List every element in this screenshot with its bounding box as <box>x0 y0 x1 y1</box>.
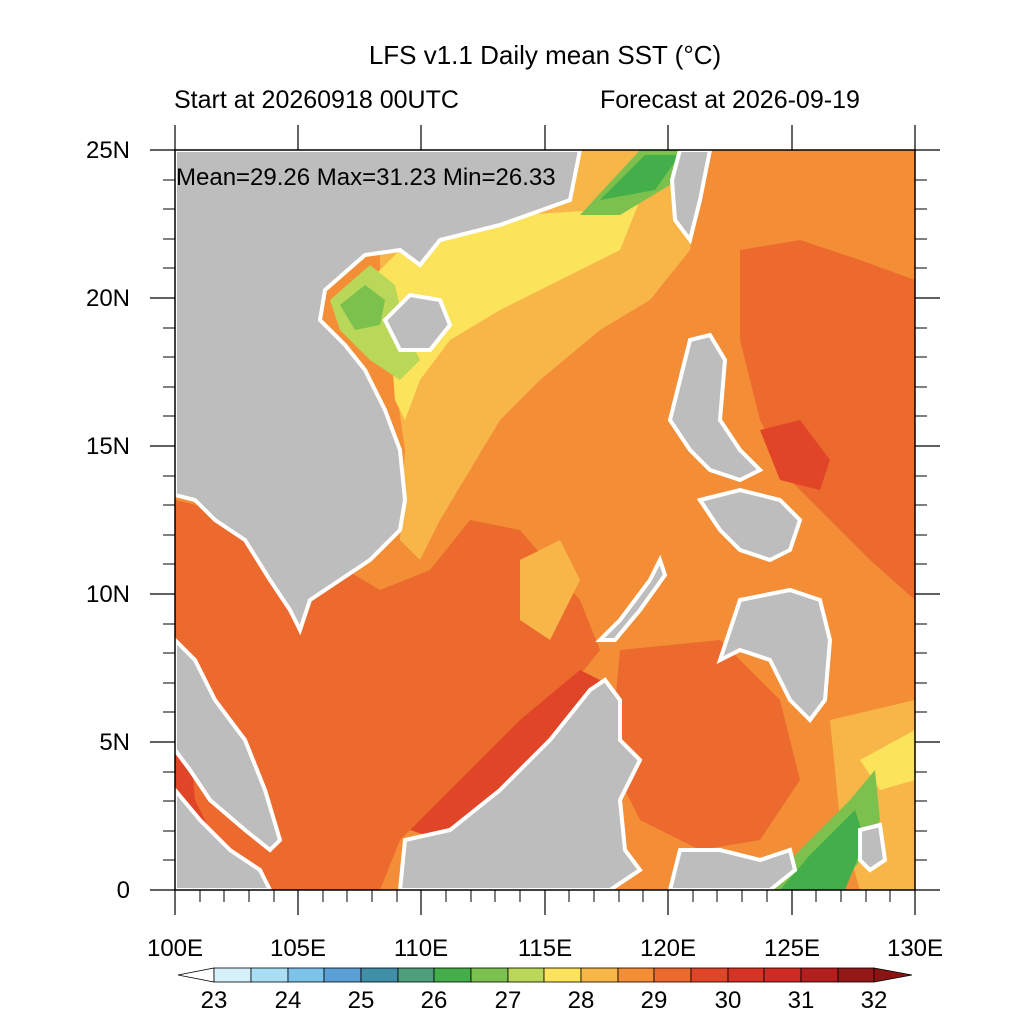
map-title: LFS v1.1 Daily mean SST (°C) <box>368 40 722 70</box>
lat-label-10n: 10N <box>86 581 130 608</box>
land-indochina <box>175 150 583 636</box>
colorbar <box>177 967 913 983</box>
axis-ticks <box>150 125 940 915</box>
colorbar-bin <box>470 967 509 983</box>
lon-label-130e: 130E <box>887 935 943 962</box>
land-visayas <box>696 487 803 563</box>
lat-label-0: 0 <box>117 877 130 904</box>
colorbar-bin <box>323 967 362 983</box>
colorbar-high-arrow <box>873 967 913 983</box>
colorbar-label: 28 <box>568 987 595 1014</box>
sst-27-taiwan-strait <box>600 155 680 200</box>
colorbar-label: 30 <box>715 987 742 1014</box>
lon-label-105e: 105E <box>270 935 326 962</box>
colorbar-bin <box>727 967 765 983</box>
sst-26-halmahera <box>780 810 865 890</box>
sst-31-core <box>760 420 830 490</box>
colorbar-bin <box>433 967 472 983</box>
colorbar-bin <box>837 967 875 983</box>
sst-28-coast <box>370 200 640 420</box>
colorbar-label: 26 <box>421 987 448 1014</box>
land-borneo <box>397 677 643 890</box>
colorbar-bin <box>287 967 325 983</box>
land-palawan <box>595 554 668 642</box>
colorbar-label: 27 <box>495 987 522 1014</box>
lat-label-5n: 5N <box>99 729 130 756</box>
land-luzon <box>667 332 764 483</box>
colorbar-bin <box>580 967 619 983</box>
colorbar-label: 31 <box>788 987 815 1014</box>
colorbar-label: 32 <box>861 987 888 1014</box>
stats-label: Mean=29.26 Max=31.23 Min=26.33 <box>176 164 556 191</box>
colorbar-bin <box>543 967 582 983</box>
map-field <box>175 150 915 890</box>
colorbar-low-arrow <box>177 967 215 983</box>
colorbar-bin <box>360 967 399 983</box>
lon-label-125e: 125E <box>764 935 820 962</box>
colorbar-bin <box>653 967 692 983</box>
forecast-time-label: Forecast at 2026-09-19 <box>600 86 860 114</box>
colorbar-bin <box>690 967 729 983</box>
land-malay-peninsula <box>175 637 283 853</box>
land-halmahera <box>858 822 888 873</box>
land-sulawesi <box>667 847 798 890</box>
colorbar-label: 25 <box>348 987 375 1014</box>
colorbar-label: 24 <box>275 987 302 1014</box>
colorbar-bin <box>800 967 839 983</box>
sst-30-celebes <box>610 640 800 850</box>
sst-29-sulu <box>520 540 580 640</box>
colorbar-label: 29 <box>641 987 668 1014</box>
sst-26-tonkin <box>340 285 385 330</box>
colorbar-bin <box>397 967 435 983</box>
land <box>175 150 888 890</box>
land-sumatra <box>175 786 273 890</box>
start-time-label: Start at 20260918 00UTC <box>174 86 459 114</box>
minor-ticks <box>163 179 927 902</box>
lon-label-110e: 110E <box>394 935 448 962</box>
land-mindanao <box>716 587 833 724</box>
colorbar-bin <box>213 967 252 983</box>
lat-label-15n: 15N <box>86 433 130 460</box>
lon-label-100e: 100E <box>147 935 203 962</box>
lon-label-115e: 115E <box>518 935 572 962</box>
sst-31-borneo-coast <box>410 670 600 840</box>
lat-label-25n: 25N <box>86 137 130 164</box>
sst-31-pacific <box>740 240 915 600</box>
land-taiwan <box>669 150 713 245</box>
colorbar-bin <box>250 967 289 983</box>
lon-label-120e: 120E <box>640 935 696 962</box>
colorbar-bin <box>507 967 545 983</box>
colorbar-bin <box>617 967 655 983</box>
colorbar-label: 23 <box>201 987 228 1014</box>
colorbar-bin <box>763 967 802 983</box>
land-hainan <box>382 292 453 352</box>
lat-label-20n: 20N <box>86 285 130 312</box>
